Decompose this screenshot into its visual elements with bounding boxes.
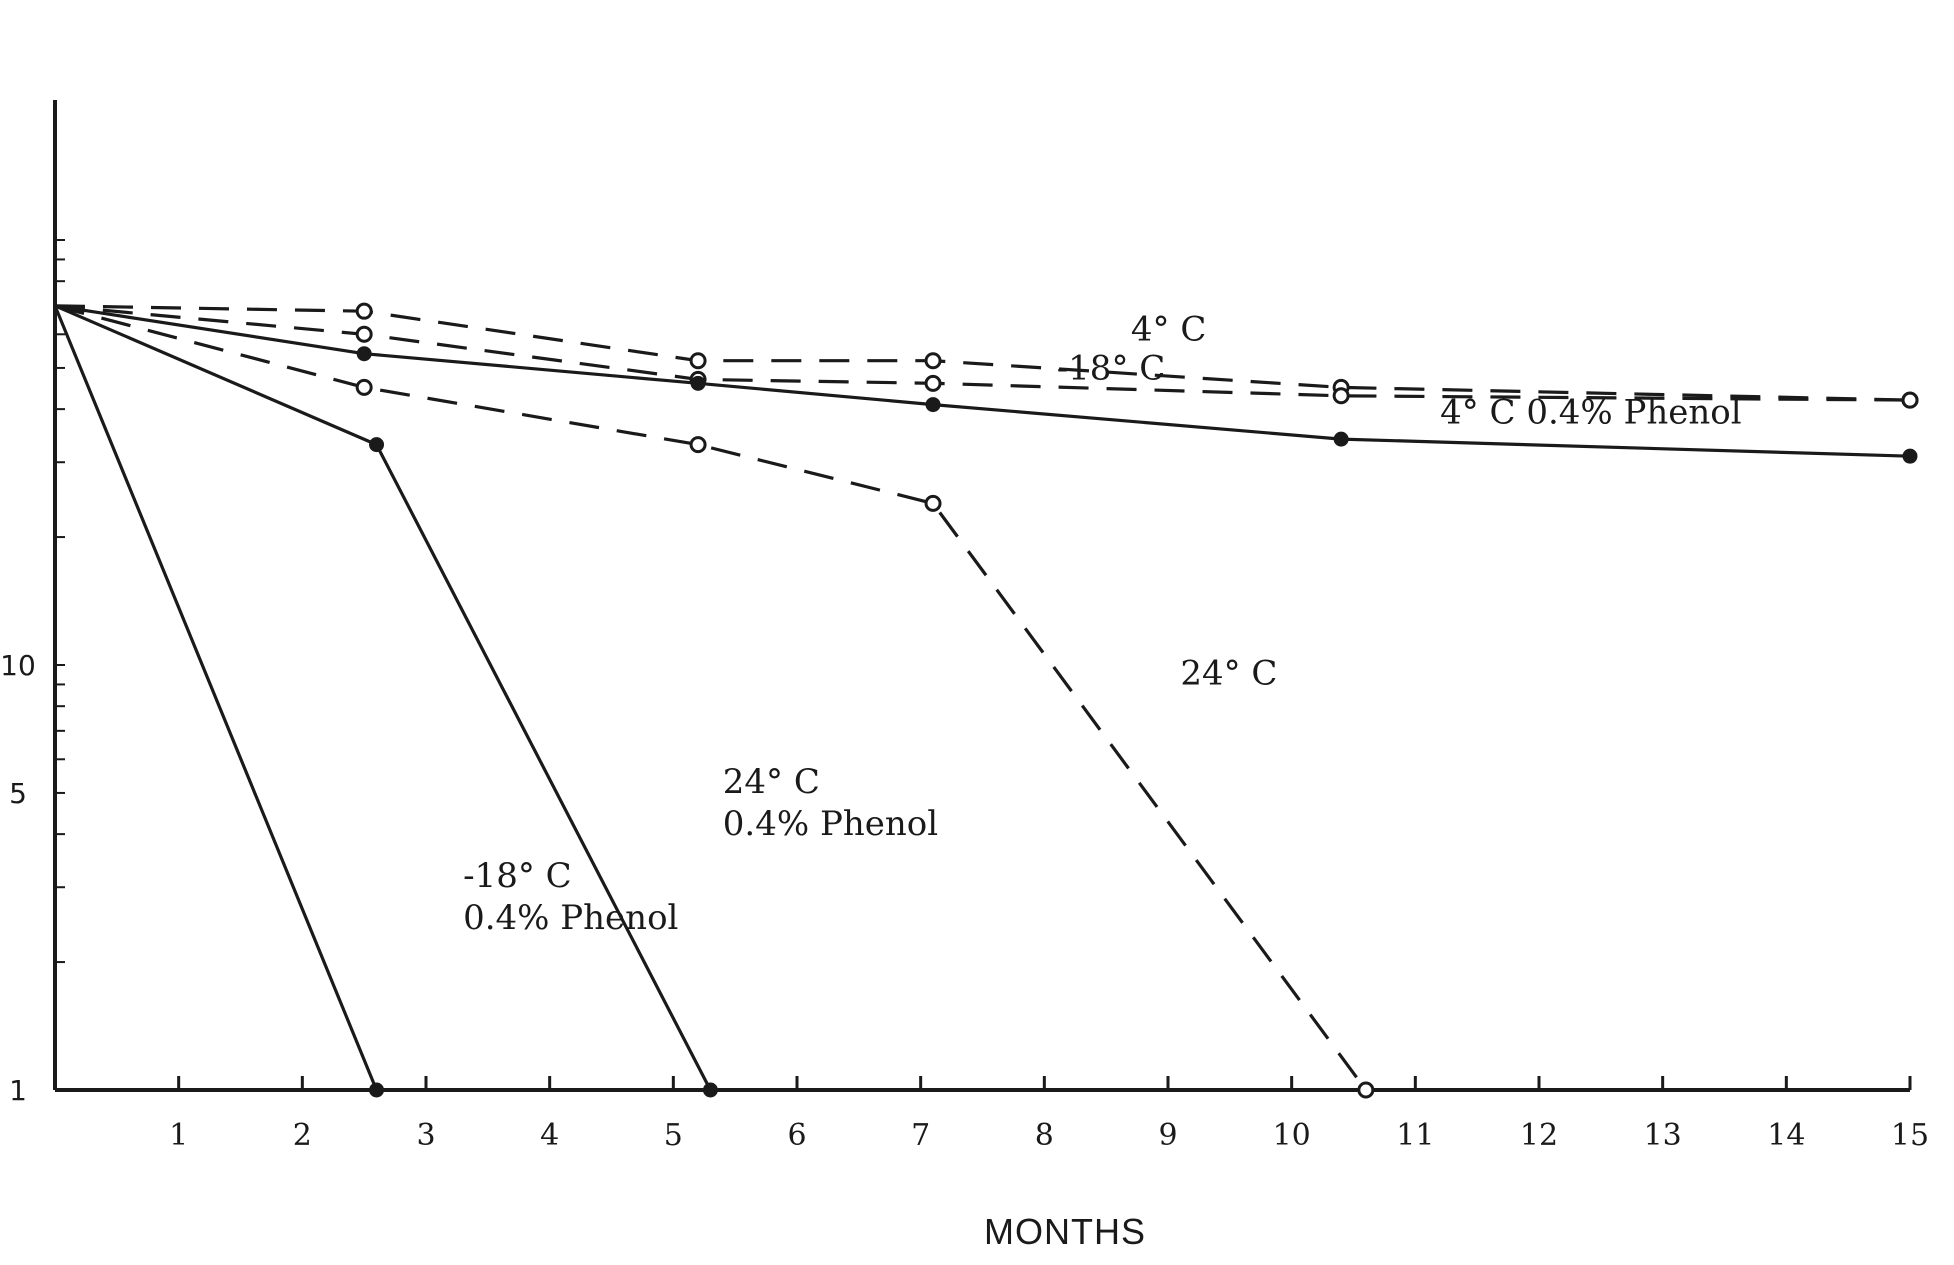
series-point-2 (1333, 431, 1349, 447)
x-tick-label: 1 (169, 1118, 188, 1153)
x-tick-label: 3 (416, 1118, 435, 1153)
series-label-4: 24° C 0.4% Phenol (723, 762, 938, 844)
series-line-5 (53, 305, 378, 1091)
x-tick-label: 14 (1767, 1118, 1805, 1153)
series-point-4 (369, 437, 385, 453)
x-tick-label: 13 (1644, 1118, 1682, 1153)
x-tick-label: 15 (1891, 1118, 1929, 1153)
series-label-0: 4° C (1131, 310, 1206, 350)
series-point-2 (356, 346, 372, 362)
x-tick-label: 12 (1520, 1118, 1558, 1153)
x-tick-label: 11 (1396, 1118, 1434, 1153)
series-point-3 (355, 378, 373, 396)
x-tick-label: 5 (664, 1118, 683, 1153)
series-point-1 (355, 325, 373, 343)
x-tick-label: 9 (1158, 1118, 1177, 1153)
series-layer (53, 302, 1919, 1099)
series-point-3 (924, 494, 942, 512)
x-tick-label: 7 (911, 1118, 930, 1153)
y-tick-label: 5 (9, 777, 27, 810)
x-axis-title: MONTHS (984, 1211, 1146, 1252)
series-line-4 (54, 304, 712, 1091)
series-point-2 (690, 375, 706, 391)
series-point-5 (369, 1082, 385, 1098)
series-point-0 (355, 302, 373, 320)
y-tick-label: 10 (0, 649, 36, 682)
series-point-0 (689, 352, 707, 370)
series-point-2 (925, 397, 941, 413)
series-labels: 4° C-18° C 4° C 0.4% Phenol 24° C 24° C 0.4%… (463, 310, 1742, 939)
x-tick-label: 8 (1035, 1118, 1054, 1153)
series-label-3: 24° C (1180, 653, 1277, 693)
series-point-3 (689, 436, 707, 454)
series-line-1 (54, 304, 1911, 402)
series-point-4 (702, 1082, 718, 1098)
x-tick-label: 6 (787, 1118, 806, 1153)
series-point-1 (1332, 387, 1350, 405)
series-point-1 (1901, 391, 1919, 409)
series-line-0 (54, 304, 1911, 402)
series-line-2 (54, 304, 1911, 458)
series-point-3 (1357, 1081, 1375, 1099)
series-point-2 (1902, 448, 1918, 464)
series-point-0 (924, 352, 942, 370)
series-point-1 (924, 374, 942, 392)
x-tick-label: 2 (293, 1118, 312, 1153)
series-label-5: -18° C 0.4% Phenol (463, 856, 678, 938)
x-tick-label: 10 (1273, 1118, 1311, 1153)
x-tick-label: 4 (540, 1118, 559, 1153)
y-tick-label: 1 (9, 1074, 27, 1107)
series-line-3 (54, 304, 1368, 1091)
series-label-2: 4° C 0.4% Phenol (1440, 393, 1742, 433)
series-label-1: -18° C (1057, 348, 1166, 388)
